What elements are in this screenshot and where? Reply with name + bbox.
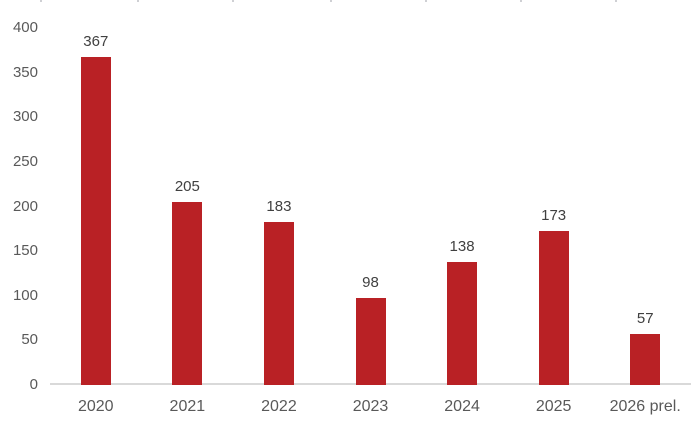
x-axis-tick-label: 2023 bbox=[352, 398, 389, 415]
bar-value-label: 138 bbox=[449, 238, 475, 255]
y-axis-tick-label: 0 bbox=[29, 376, 38, 393]
y-axis-tick-label: 50 bbox=[21, 331, 38, 349]
y-axis-tick-label: 400 bbox=[12, 19, 38, 36]
bar bbox=[630, 334, 661, 385]
bar-value-label: 183 bbox=[266, 198, 292, 215]
cropped-text-artifact bbox=[232, 0, 234, 2]
y-axis-tick-label: 350 bbox=[12, 63, 38, 81]
bar-value-label: 57 bbox=[636, 310, 654, 327]
y-axis-tick-label: 300 bbox=[12, 108, 38, 126]
x-axis-tick-label: 2024 bbox=[444, 398, 480, 415]
bar-value-label: 205 bbox=[174, 178, 200, 195]
bar-value-label: 367 bbox=[83, 33, 109, 50]
cropped-text-artifact bbox=[520, 0, 522, 2]
bar-value-label: 173 bbox=[541, 207, 567, 224]
y-axis-tick-label: 250 bbox=[12, 152, 38, 170]
bar bbox=[355, 298, 386, 385]
cropped-text-artifact bbox=[330, 0, 332, 2]
cropped-text-artifact bbox=[425, 0, 427, 2]
cropped-text-artifact bbox=[40, 0, 42, 2]
x-axis-tick-label: 2022 bbox=[261, 398, 297, 415]
bar bbox=[80, 57, 111, 385]
x-axis-tick-label: 2026 prel. bbox=[609, 398, 681, 415]
y-axis-tick-label: 150 bbox=[12, 242, 38, 260]
x-axis-tick-label: 2021 bbox=[169, 398, 206, 415]
y-axis-tick-label: 100 bbox=[12, 286, 38, 304]
bar bbox=[263, 222, 294, 385]
y-axis-tick-label: 200 bbox=[12, 197, 38, 215]
x-axis-tick-label: 2025 bbox=[535, 398, 572, 415]
bar-value-label: 98 bbox=[362, 274, 379, 291]
cropped-text-artifact bbox=[615, 0, 617, 2]
bar bbox=[447, 262, 478, 385]
x-axis-tick-label: 2020 bbox=[77, 398, 114, 415]
bar bbox=[172, 202, 203, 385]
bar bbox=[538, 231, 569, 385]
cropped-text-artifact bbox=[137, 0, 139, 2]
